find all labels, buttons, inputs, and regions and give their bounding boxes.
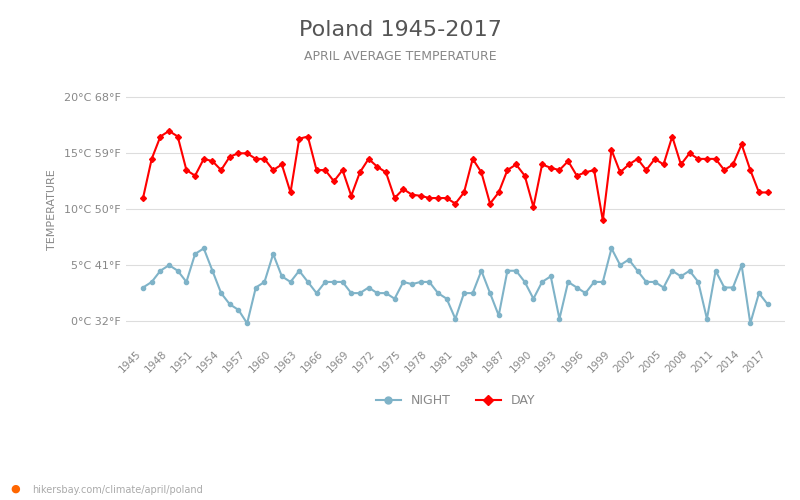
Text: ●: ● <box>10 484 20 494</box>
Text: Poland 1945-2017: Poland 1945-2017 <box>298 20 502 40</box>
Text: APRIL AVERAGE TEMPERATURE: APRIL AVERAGE TEMPERATURE <box>304 50 496 63</box>
Legend: NIGHT, DAY: NIGHT, DAY <box>370 390 540 412</box>
Text: hikersbay.com/climate/april/poland: hikersbay.com/climate/april/poland <box>32 485 202 495</box>
Y-axis label: TEMPERATURE: TEMPERATURE <box>47 169 57 250</box>
